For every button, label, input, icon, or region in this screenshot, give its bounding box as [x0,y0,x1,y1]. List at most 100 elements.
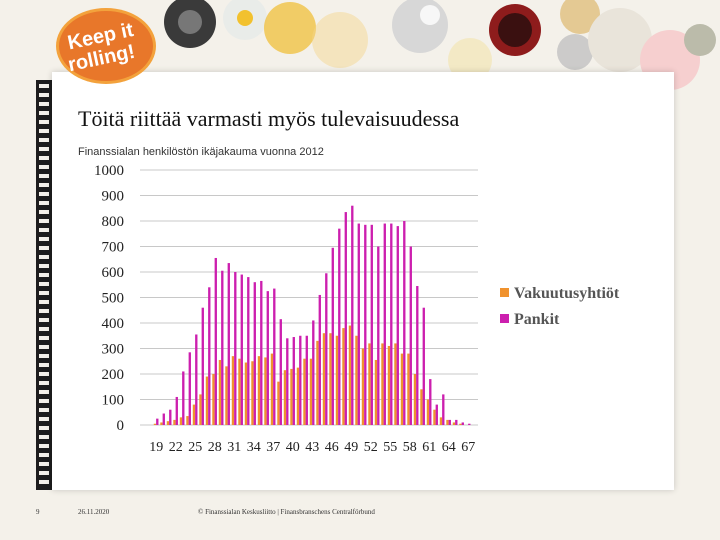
legend-label: Vakuutusyhtiöt [514,285,620,302]
x-tick-label: 64 [442,440,456,455]
bar-pankit-53 [377,246,380,425]
bar-pankit-62 [435,404,438,425]
bar-pankit-45 [325,273,328,425]
y-tick-label: 100 [102,393,125,409]
bar-vakuutusyhtiot-38 [277,381,280,425]
bar-pankit-27 [208,287,211,425]
bar-vakuutusyhtiot-36 [264,357,267,425]
bar-vakuutusyhtiot-35 [257,356,261,425]
y-tick-label: 400 [102,316,125,332]
bar-vakuutusyhtiot-62 [433,409,436,425]
bar-vakuutusyhtiot-45 [322,333,326,425]
bar-vakuutusyhtiot-53 [374,359,378,425]
bar-pankit-21 [169,409,172,425]
bar-vakuutusyhtiot-40 [290,368,293,425]
legend-swatch-pankit [500,314,509,323]
y-tick-label: 900 [102,189,125,205]
bar-vakuutusyhtiot-61 [426,399,430,425]
bar-pankit-42 [305,335,308,425]
y-tick-label: 800 [102,214,125,230]
bar-vakuutusyhtiot-46 [329,333,332,425]
bar-pankit-36 [266,291,269,426]
gear-decoration [264,2,316,54]
x-tick-label: 52 [364,440,378,455]
bar-pankit-38 [279,319,282,425]
filmstrip-decoration [36,80,52,490]
bar-vakuutusyhtiot-55 [387,345,391,425]
bar-pankit-33 [247,277,250,425]
bar-vakuutusyhtiot-49 [348,325,352,425]
bars [153,205,471,426]
bar-pankit-55 [390,223,393,425]
bar-vakuutusyhtiot-44 [316,340,319,425]
bar-pankit-24 [188,352,191,425]
x-tick-label: 46 [325,440,339,455]
bar-pankit-39 [286,338,289,425]
bar-vakuutusyhtiot-39 [283,370,287,425]
bar-pankit-67 [468,423,471,425]
bar-pankit-60 [422,307,425,425]
bar-vakuutusyhtiot-20 [160,422,163,425]
bar-pankit-51 [364,224,367,425]
bar-vakuutusyhtiot-63 [439,417,443,425]
footer-source: © Finanssialan Keskusliitto | Finansbran… [198,508,375,516]
bar-pankit-58 [409,246,412,425]
x-tick-label: 37 [266,440,280,455]
bar-pankit-46 [331,247,334,425]
bar-vakuutusyhtiot-23 [179,417,183,425]
bar-vakuutusyhtiot-65 [452,422,456,425]
legend-swatch-vakuutusyhtiot [500,288,509,297]
bar-pankit-20 [162,413,165,425]
x-axis-ticks: 19 22 25 28 31 34 37 40 43 46 49 52 55 58 61 64 67 [149,440,475,455]
bar-pankit-49 [351,205,354,425]
bar-pankit-52 [370,224,373,425]
bar-pankit-19 [156,418,159,426]
bar-pankit-48 [344,212,347,425]
bar-pankit-57 [403,221,406,425]
bar-pankit-44 [318,294,321,425]
bar-vakuutusyhtiot-29 [218,359,222,425]
bar-vakuutusyhtiot-27 [205,376,209,425]
bar-vakuutusyhtiot-31 [231,356,235,425]
x-tick-label: 58 [403,440,417,455]
bar-pankit-34 [253,282,256,425]
page-number: 9 [36,508,40,516]
bar-vakuutusyhtiot-50 [355,335,358,425]
y-tick-label: 500 [102,291,125,307]
bar-pankit-26 [201,307,204,425]
y-tick-label: 0 [117,418,125,434]
y-tick-label: 1000 [94,163,124,179]
bar-vakuutusyhtiot-52 [368,343,371,425]
y-tick-label: 200 [102,367,125,383]
bar-vakuutusyhtiot-51 [361,348,365,425]
bar-pankit-41 [299,335,302,425]
bar-pankit-59 [416,286,419,425]
legend: Vakuutusyhtiöt Pankit [500,285,620,328]
bar-pankit-31 [234,272,237,425]
x-tick-label: 55 [383,440,397,455]
x-tick-label: 22 [169,440,183,455]
bar-vakuutusyhtiot-34 [251,361,254,425]
keep-it-rolling-logo: Keep it rolling! [54,0,164,86]
x-tick-label: 34 [247,440,261,455]
bar-vakuutusyhtiot-32 [238,358,241,425]
x-tick-label: 31 [227,440,241,455]
y-axis-ticks: 0 100 200 300 400 500 600 700 800 900 1000 [94,163,124,434]
bar-vakuutusyhtiot-57 [400,353,404,425]
bar-pankit-37 [273,288,276,425]
x-tick-label: 49 [344,440,358,455]
age-distribution-chart: 0 100 200 300 400 500 600 700 800 900 1000 19 22 25 2… [94,163,620,455]
bar-pankit-66 [461,422,464,425]
footer-date: 26.11.2020 [78,508,110,516]
bar-vakuutusyhtiot-26 [199,394,202,425]
x-tick-label: 43 [305,440,319,455]
bar-pankit-28 [214,257,217,425]
x-tick-label: 67 [461,440,475,455]
bar-pankit-22 [175,396,178,425]
x-tick-label: 19 [149,440,163,455]
bar-vakuutusyhtiot-41 [296,367,300,426]
bar-pankit-30 [227,263,230,425]
bar-pankit-40 [292,337,295,425]
bar-vakuutusyhtiot-59 [413,374,417,425]
bar-vakuutusyhtiot-47 [335,335,339,425]
